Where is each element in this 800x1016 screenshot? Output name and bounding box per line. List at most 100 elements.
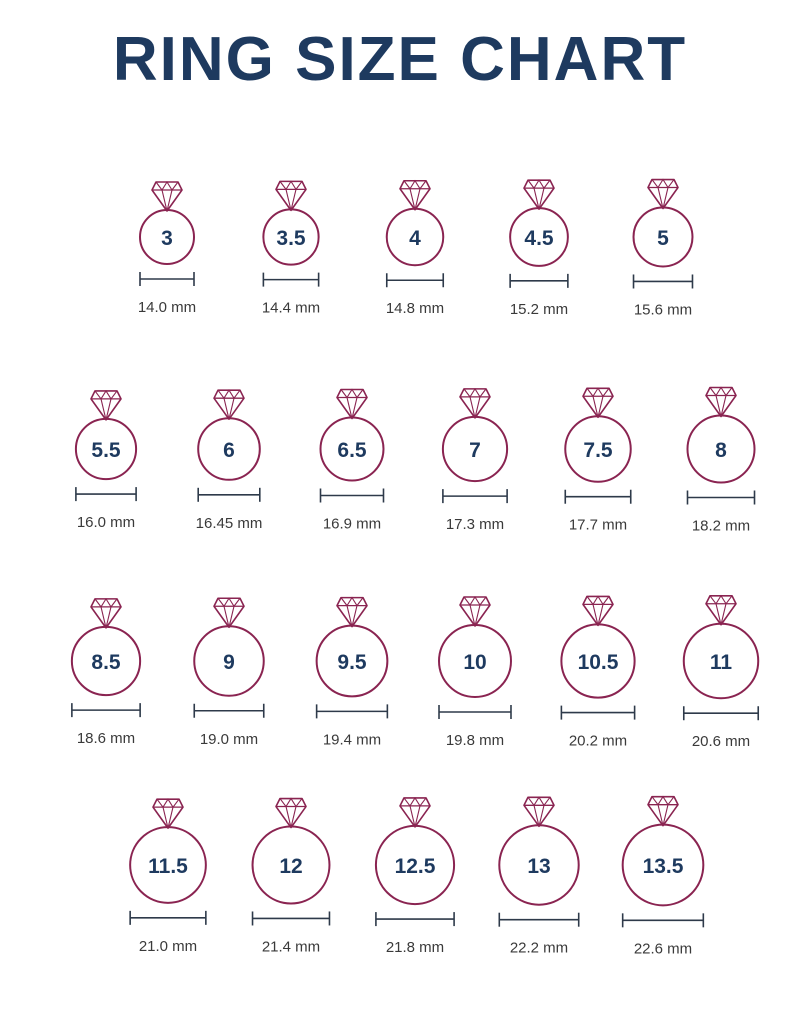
diamond-facet xyxy=(223,398,235,420)
diamond-icon xyxy=(399,796,431,828)
diamond-outline xyxy=(336,388,368,420)
diameter-label: 16.0 mm xyxy=(77,514,135,531)
diamond-facet xyxy=(403,179,427,190)
diamond-icon xyxy=(336,388,368,420)
ring-size-label: 10 xyxy=(463,651,486,674)
diamond-facet xyxy=(469,604,481,627)
diameter-label: 21.4 mm xyxy=(262,938,320,955)
diamond-facet xyxy=(100,398,112,421)
diamond-facet xyxy=(161,189,173,212)
diamond-outline xyxy=(399,797,431,828)
diamond-icon xyxy=(647,795,679,827)
ring-item: 3 14.0 mm xyxy=(138,180,196,316)
diameter-label: 20.6 mm xyxy=(692,733,750,750)
diameter-label: 19.0 mm xyxy=(200,731,258,748)
diameter-label: 15.6 mm xyxy=(634,301,692,318)
diamond-outline xyxy=(275,180,307,212)
diameter-label: 18.6 mm xyxy=(77,730,135,747)
diamond-facet xyxy=(409,805,421,828)
ring-item: 8.5 18.6 mm xyxy=(70,597,142,747)
diameter-label: 14.4 mm xyxy=(262,300,320,317)
diamond-facet xyxy=(346,605,358,627)
diameter-label: 18.2 mm xyxy=(692,518,750,535)
ring-size-label: 6.5 xyxy=(337,439,367,462)
diamond-icon xyxy=(459,387,491,419)
diamond-facet xyxy=(469,396,481,419)
ring-item: 6.5 16.9 mm xyxy=(319,388,385,532)
diamond-icon xyxy=(90,389,122,421)
diamond-icon xyxy=(336,596,368,628)
diamond-facet xyxy=(94,597,118,608)
diamond-icon xyxy=(151,180,183,212)
diamond-outline xyxy=(705,386,737,418)
diamond-facet xyxy=(592,604,604,626)
diamond-outline xyxy=(151,181,183,212)
ring-size-label: 13.5 xyxy=(643,855,684,878)
diamond-icon xyxy=(582,387,614,419)
ring-size-label: 10.5 xyxy=(578,651,619,674)
ring-size-label: 11 xyxy=(710,651,733,674)
diamond-outline xyxy=(523,179,555,210)
diamond-facet xyxy=(463,387,487,398)
diamond-facet xyxy=(592,396,604,418)
ring-item: 13 22.2 mm xyxy=(498,796,580,957)
diamond-outline xyxy=(647,178,679,210)
chart-title: RING SIZE CHART xyxy=(112,25,688,94)
ring-size-label: 7 xyxy=(469,439,481,462)
diamond-outline xyxy=(399,179,431,211)
diamond-icon xyxy=(523,179,555,210)
ring-item: 9.5 19.4 mm xyxy=(315,596,389,748)
ring-size-label: 3.5 xyxy=(276,227,306,250)
diamond-facet xyxy=(527,796,551,807)
ring-item: 5 15.6 mm xyxy=(632,178,694,318)
diamond-facet xyxy=(285,189,297,211)
diamond-facet xyxy=(340,596,364,607)
diamond-icon xyxy=(647,178,679,210)
ring-size-label: 4.5 xyxy=(524,227,554,250)
diamond-facet xyxy=(533,805,545,827)
diamond-outline xyxy=(152,798,184,829)
ring-item: 12.5 21.8 mm xyxy=(374,796,456,956)
diamond-facet xyxy=(657,804,669,826)
diamond-facet xyxy=(403,796,427,807)
diameter-label: 17.3 mm xyxy=(446,516,504,533)
diamond-icon xyxy=(705,594,737,626)
diamond-facet xyxy=(715,603,727,625)
diameter-label: 14.8 mm xyxy=(386,300,444,317)
ring-size-label: 13 xyxy=(527,855,550,878)
diamond-icon xyxy=(213,389,245,421)
ring-size-label: 4 xyxy=(409,227,421,250)
diamond-outline xyxy=(705,594,737,626)
ring-item: 11 20.6 mm xyxy=(682,594,760,750)
ring-size-label: 5.5 xyxy=(91,439,121,462)
diameter-label: 15.2 mm xyxy=(510,301,568,318)
ring-size-label: 8 xyxy=(715,439,727,462)
ring-item: 8 18.2 mm xyxy=(686,386,756,535)
diamond-facet xyxy=(285,806,297,828)
diamond-facet xyxy=(155,180,179,191)
diamond-icon xyxy=(523,796,555,828)
diamond-facet xyxy=(100,606,112,628)
diamond-outline xyxy=(459,596,491,627)
diamond-facet xyxy=(279,797,303,808)
ring-item: 9 19.0 mm xyxy=(193,597,265,748)
diamond-icon xyxy=(399,179,431,211)
diamond-outline xyxy=(90,598,122,629)
diamond-outline xyxy=(582,387,614,419)
diameter-label: 16.9 mm xyxy=(323,515,381,532)
ring-item: 5.5 16.0 mm xyxy=(74,389,138,531)
diameter-label: 21.0 mm xyxy=(139,938,197,955)
diamond-icon xyxy=(213,597,245,629)
diameter-label: 20.2 mm xyxy=(569,733,627,750)
diameter-label: 17.7 mm xyxy=(569,517,627,534)
diameter-label: 19.8 mm xyxy=(446,732,504,749)
ring-size-label: 6 xyxy=(223,439,235,462)
diamond-outline xyxy=(459,388,491,419)
diameter-label: 14.0 mm xyxy=(138,299,196,316)
diamond-facet xyxy=(651,178,675,189)
diamond-outline xyxy=(90,390,122,421)
ring-size-label: 7.5 xyxy=(583,439,613,462)
ring-size-label: 11.5 xyxy=(148,855,188,878)
diamond-facet xyxy=(533,188,545,210)
